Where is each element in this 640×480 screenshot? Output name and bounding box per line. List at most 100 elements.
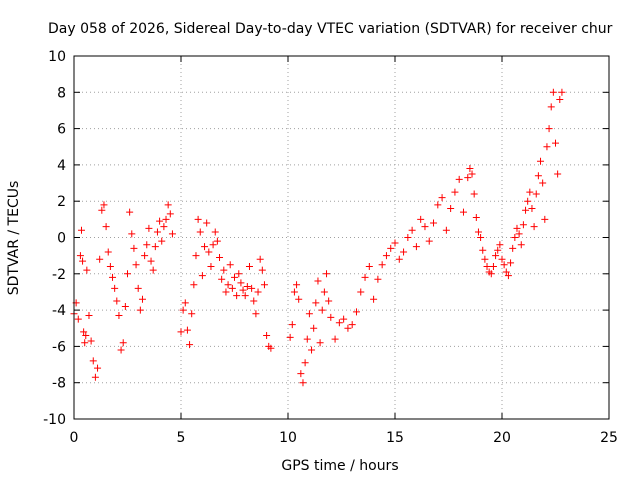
y-tick-label: 8 [57,85,66,101]
data-point-plus [109,273,117,281]
data-point-plus [79,257,87,265]
data-point-plus [507,259,515,267]
data-point-plus [522,206,530,214]
data-point-plus [539,179,547,187]
data-point-plus [537,157,545,165]
data-point-plus [524,197,532,205]
data-point-plus [224,281,232,289]
data-point-plus [318,306,326,314]
data-point-plus [198,272,206,280]
data-point-plus [455,175,463,183]
data-point-plus [196,228,204,236]
data-points [70,88,566,387]
x-tick-label: 10 [279,430,297,446]
data-point-plus [128,230,136,238]
data-point-plus [552,139,559,147]
x-tick-label: 0 [70,430,79,446]
data-point-plus [77,226,85,234]
data-point-plus [222,288,230,296]
data-point-plus [344,324,352,332]
data-point-plus [147,257,155,265]
data-point-plus [430,219,438,227]
data-point-plus [305,310,313,318]
data-point-plus [312,299,320,307]
data-point-plus [408,226,416,234]
data-point-plus [119,339,127,347]
data-point-plus [258,266,266,274]
data-point-plus [412,243,420,251]
data-point-plus [130,244,138,252]
data-point-plus [252,310,260,318]
x-tick-label: 15 [386,430,404,446]
data-point-plus [192,252,200,260]
data-point-plus [438,194,446,202]
data-point-plus [188,310,196,318]
data-point-plus [113,297,121,305]
data-point-plus [335,319,343,327]
data-point-plus [98,206,106,214]
data-point-plus [104,248,112,256]
data-point-plus [80,328,88,336]
data-point-plus [205,248,213,256]
data-point-plus [213,237,221,245]
data-point-plus [293,281,301,289]
data-point-plus [387,244,395,252]
y-tick-label: 6 [57,122,66,138]
data-point-plus [532,190,540,198]
data-point-plus [248,284,256,292]
data-point-plus [515,230,523,238]
data-point-plus [308,346,316,354]
y-tick-label: -10 [43,412,66,428]
data-point-plus [158,237,166,245]
data-point-plus [481,255,489,263]
x-tick-label: 5 [177,430,186,446]
data-point-plus [519,221,527,229]
y-tick-label: -4 [52,303,66,319]
y-tick-label: 10 [48,49,66,65]
data-point-plus [89,357,97,365]
data-point-plus [331,335,339,343]
data-point-plus [233,292,241,300]
data-point-plus [492,252,500,260]
data-point-plus [211,228,219,236]
data-point-plus [530,223,538,231]
data-point-plus [106,263,114,271]
data-point-plus [297,370,305,378]
data-point-plus [417,215,425,223]
data-point-plus [126,208,134,216]
data-point-plus [526,188,534,196]
data-point-plus [82,332,90,340]
data-point-plus [250,297,258,305]
data-point-plus [374,275,382,283]
data-point-plus [404,234,412,241]
data-point-plus [83,266,91,274]
data-point-plus [216,253,224,261]
data-point-plus [124,270,131,278]
data-point-plus [477,234,485,241]
data-point-plus [447,204,455,212]
axis-ticks: 0 5 10 15 20 25 -10 -8 -6 -4 -2 0 2 4 6 8 10 [43,49,618,446]
data-point-plus [136,306,144,314]
data-point-plus [94,364,102,372]
data-point-plus [290,288,298,296]
data-point-plus [496,241,504,249]
data-point-plus [498,255,506,263]
data-point-plus [203,219,211,227]
data-point-plus [145,224,153,232]
data-point-plus [314,277,322,285]
data-point-plus [558,88,566,96]
x-tick-label: 20 [493,430,511,446]
data-point-plus [361,273,369,281]
data-point-plus [421,223,429,231]
data-point-plus [243,283,251,291]
data-point-plus [96,255,104,263]
data-point-plus [237,279,245,287]
data-point-plus [87,337,95,345]
data-point-plus [459,208,467,216]
data-point-plus [218,275,226,283]
data-point-plus [201,243,209,251]
data-point-plus [231,273,238,281]
data-point-plus [352,308,360,316]
data-point-plus [115,312,123,320]
data-point-plus [76,252,84,260]
